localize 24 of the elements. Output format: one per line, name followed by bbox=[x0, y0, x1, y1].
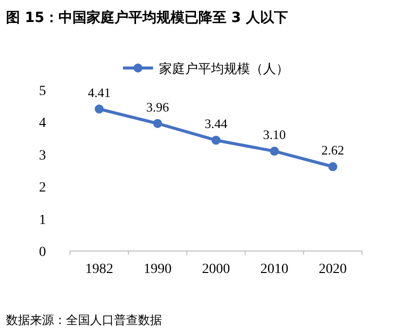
data-label: 3.44 bbox=[204, 116, 228, 132]
legend-label: 家庭户平均规模（人） bbox=[159, 61, 289, 77]
x-tick-label: 1990 bbox=[144, 262, 172, 277]
x-tick-label: 2020 bbox=[318, 262, 347, 277]
data-label: 3.10 bbox=[263, 127, 286, 142]
x-tick-label: 2010 bbox=[260, 262, 288, 277]
point bbox=[212, 136, 220, 145]
point bbox=[270, 146, 279, 156]
y-tick-label: 5 bbox=[39, 84, 46, 99]
x-tick-label: 2000 bbox=[202, 262, 230, 277]
y-tick-label: 2 bbox=[39, 180, 46, 196]
y-tick-label: 1 bbox=[39, 212, 46, 228]
chart-title: 图 15：中国家庭户平均规模已降至 3 人以下 bbox=[6, 9, 288, 26]
y-tick-label: 4 bbox=[39, 116, 46, 132]
point bbox=[328, 162, 338, 172]
y-tick-label: 3 bbox=[39, 148, 46, 164]
data-label: 4.41 bbox=[88, 85, 111, 100]
x-tick-label: 1982 bbox=[85, 262, 114, 277]
data-label: 3.96 bbox=[146, 99, 170, 114]
point bbox=[94, 104, 104, 114]
data-label: 2.62 bbox=[321, 142, 344, 158]
point bbox=[153, 118, 162, 128]
y-tick-label: 0 bbox=[39, 245, 46, 260]
source-note: 数据来源：全国人口普查数据 bbox=[6, 313, 162, 327]
